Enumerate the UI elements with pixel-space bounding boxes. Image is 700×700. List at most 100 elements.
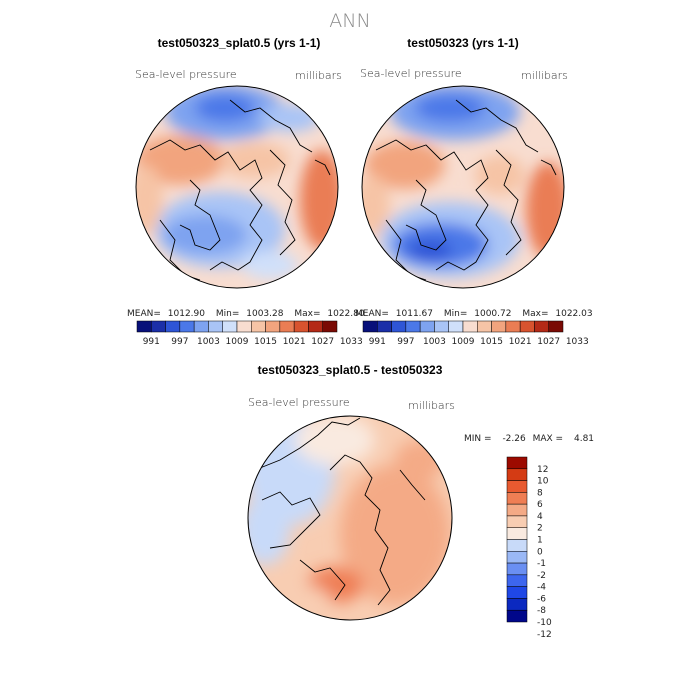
stat-mean-value: 1011.67 [396, 309, 433, 319]
colorbar-swatch [506, 609, 528, 623]
colorbar-tick-label: 997 [171, 337, 188, 347]
colorbar-swatch [506, 515, 528, 528]
stat-min-label: Min= [444, 309, 468, 319]
panel-obs-map-border [361, 85, 565, 289]
panel-diff: test050323_splat0.5 - test050323 Sea-lev… [247, 363, 594, 640]
stat-min-value: 1003.28 [246, 309, 283, 319]
colorbar-swatch [151, 320, 166, 333]
colorbar-swatch [251, 320, 266, 333]
field-blob [365, 141, 445, 189]
colorbar-swatch [506, 551, 528, 564]
colorbar-tick-label: 1003 [197, 337, 220, 347]
panel-model-field-label: Sea-level pressure [135, 68, 237, 81]
coastline [149, 139, 263, 271]
field-blob [395, 440, 445, 480]
stat-mean-label: MEAN= [127, 309, 161, 319]
colorbar-tick-label: 2 [537, 524, 543, 534]
colorbar-swatch [491, 320, 507, 333]
stat-min-label: Min= [216, 309, 240, 319]
panel-diff-stats: MIN = -2.26 MAX = 4.81 [464, 434, 594, 444]
panel-obs-map [362, 86, 564, 288]
field-blob [248, 495, 290, 565]
colorbar-swatch [208, 320, 223, 333]
colorbar-swatch [222, 320, 238, 333]
colorbar-tick-label: -2 [537, 571, 546, 581]
stat-max-value: 4.81 [574, 434, 594, 444]
colorbar-swatch [477, 320, 492, 333]
stat-max-label: MAX = [533, 434, 564, 444]
colorbar-tick-label: 1015 [254, 337, 277, 347]
stat-min-value: -2.26 [502, 434, 526, 444]
coastline [375, 139, 489, 271]
colorbar-swatch [506, 503, 528, 517]
colorbar-tick-label: 1021 [509, 337, 532, 347]
colorbar-swatch [308, 320, 323, 333]
coastline [314, 159, 331, 176]
colorbar-swatch [236, 320, 252, 333]
colorbar-tick-label: 0 [537, 547, 543, 557]
colorbar-swatch [506, 492, 528, 505]
colorbar-swatch [419, 320, 435, 333]
colorbar-tick-label: -8 [537, 606, 546, 616]
colorbar-swatch [448, 320, 464, 333]
colorbar-tick-label: 1003 [423, 337, 446, 347]
field-blob [195, 94, 255, 122]
panel-model-pressure-field [136, 86, 338, 279]
panel-diff-map-border [247, 415, 453, 621]
colorbar-swatch [506, 562, 528, 576]
colorbar-tick-label: 997 [397, 337, 414, 347]
colorbar-swatch [506, 468, 528, 481]
panel-obs: test050323 (yrs 1-1) Sea-level pressure … [355, 36, 593, 347]
panel-model: test050323_splat0.5 (yrs 1-1) Sea-level … [127, 36, 365, 347]
field-blob [270, 585, 330, 615]
stat-min-value: 1000.72 [474, 309, 511, 319]
colorbar-tick-label: 4 [537, 512, 543, 522]
colorbar-tick-label: 10 [537, 477, 549, 487]
colorbar-swatch [136, 320, 152, 333]
coastline [179, 179, 221, 251]
colorbar-swatch [322, 320, 338, 333]
colorbar-tick-label: -12 [537, 630, 552, 640]
colorbar-tick-label: 1033 [340, 337, 363, 347]
colorbar-swatch [179, 320, 195, 333]
coastline [254, 417, 361, 471]
panel-obs-stats: MEAN= 1011.67 Min= 1000.72 Max= 1022.03 [355, 309, 593, 319]
colorbar-swatch [279, 320, 295, 333]
colorbar-swatch [548, 320, 564, 333]
colorbar-tick-label: 991 [143, 337, 160, 347]
colorbar-tick-label: 1027 [311, 337, 334, 347]
colorbar-swatch [165, 320, 181, 333]
colorbar-swatch [506, 539, 528, 552]
coastline [299, 559, 346, 601]
panel-diff-title: test050323_splat0.5 - test050323 [258, 363, 443, 377]
colorbar-swatch [377, 320, 392, 333]
colorbar-tick-label: 991 [369, 337, 386, 347]
stat-min-label: MIN = [464, 434, 492, 444]
field-blob [242, 251, 298, 279]
colorbar-tick-label: 8 [537, 488, 543, 498]
panel-model-stats: MEAN= 1012.90 Min= 1003.28 Max= 1022.80 [127, 309, 365, 319]
coastline [329, 454, 391, 606]
colorbar-swatch [534, 320, 549, 333]
colorbar-tick-label: 1021 [283, 337, 306, 347]
colorbar-swatch [519, 320, 535, 333]
panel-diff-field-label: Sea-level pressure [248, 396, 350, 409]
stat-max-value: 1022.80 [327, 309, 364, 319]
colorbar-tick-label: 1033 [566, 337, 589, 347]
panel-obs-colorbar: 991 997 1003 1009 1015 1021 1027 1033 [362, 320, 589, 347]
stat-max-label: Max= [294, 309, 320, 319]
stat-mean-value: 1012.90 [168, 309, 205, 319]
colorbar-tick-label: -6 [537, 594, 546, 604]
panel-model-units-label: millibars [295, 69, 342, 82]
colorbar-swatch [506, 598, 528, 611]
colorbar-swatch [193, 320, 209, 333]
panel-obs-field-label: Sea-level pressure [360, 67, 462, 80]
colorbar-tick-label: -10 [537, 618, 552, 628]
colorbar-swatch [462, 320, 478, 333]
panel-obs-title: test050323 (yrs 1-1) [407, 36, 518, 50]
coastline [269, 149, 296, 256]
colorbar-swatch [391, 320, 407, 333]
field-blob [408, 240, 452, 260]
colorbar-swatch [506, 527, 528, 540]
colorbar-swatch [362, 320, 378, 333]
